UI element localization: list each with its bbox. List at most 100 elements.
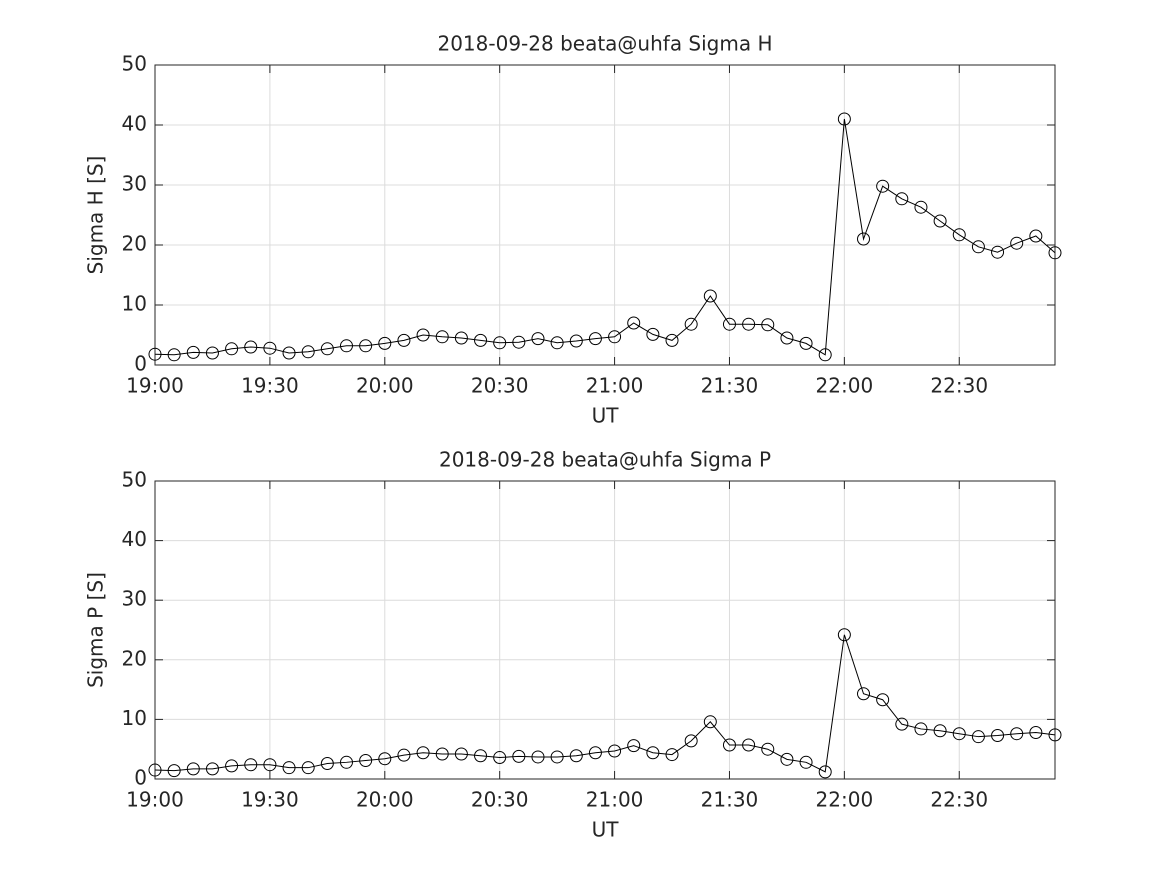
data-point xyxy=(339,755,353,769)
plot-area xyxy=(155,481,1055,779)
x-tick-label: 21:00 xyxy=(586,788,644,812)
data-line xyxy=(154,634,1056,773)
y-axis-label: Sigma P [S] xyxy=(84,572,108,688)
data-point xyxy=(1029,229,1043,243)
data-point xyxy=(148,763,162,777)
data-point xyxy=(722,317,736,331)
data-point xyxy=(1029,726,1043,740)
data-point xyxy=(244,340,258,354)
data-point xyxy=(780,331,794,345)
data-point xyxy=(818,765,832,779)
x-tick-label: 22:00 xyxy=(816,374,874,398)
data-point xyxy=(665,333,679,347)
data-point xyxy=(186,345,200,359)
data-point xyxy=(454,747,468,761)
x-tick-label: 19:00 xyxy=(126,374,184,398)
data-point xyxy=(799,336,813,350)
x-tick-label: 19:30 xyxy=(241,374,299,398)
plot-area xyxy=(155,65,1055,365)
data-point xyxy=(665,748,679,762)
x-axis-label: UT xyxy=(592,818,620,842)
data-point xyxy=(282,761,296,775)
data-point xyxy=(531,750,545,764)
data-point xyxy=(857,232,871,246)
y-tick-label: 20 xyxy=(122,232,147,256)
data-point xyxy=(933,724,947,738)
data-point xyxy=(512,335,526,349)
data-point xyxy=(167,348,181,362)
data-point xyxy=(914,722,928,736)
data-point xyxy=(359,339,373,353)
data-point xyxy=(799,755,813,769)
data-point xyxy=(837,628,851,642)
chart-title: 2018-09-28 beata@uhfa Sigma H xyxy=(437,32,772,56)
data-point xyxy=(933,214,947,228)
data-point xyxy=(703,715,717,729)
plot-frame xyxy=(154,480,1056,780)
data-point xyxy=(320,342,334,356)
data-point xyxy=(952,727,966,741)
x-tick-label: 22:00 xyxy=(816,788,874,812)
data-point xyxy=(550,336,564,350)
data-point xyxy=(397,333,411,347)
y-tick-label: 50 xyxy=(122,52,147,76)
data-line xyxy=(154,118,1056,356)
data-point xyxy=(378,336,392,350)
chart-title: 2018-09-28 beata@uhfa Sigma P xyxy=(439,448,771,472)
data-point xyxy=(1048,246,1062,260)
y-tick-label: 0 xyxy=(134,766,147,790)
y-tick-label: 10 xyxy=(122,706,147,730)
y-tick-label: 50 xyxy=(122,468,147,492)
data-point xyxy=(512,749,526,763)
data-point xyxy=(952,228,966,242)
x-tick-label: 22:30 xyxy=(930,374,988,398)
data-point xyxy=(608,744,622,758)
y-tick-label: 40 xyxy=(122,112,147,136)
data-point xyxy=(608,330,622,344)
data-point xyxy=(339,339,353,353)
data-point xyxy=(569,334,583,348)
data-point xyxy=(837,112,851,126)
data-point xyxy=(895,717,909,731)
data-point xyxy=(263,758,277,772)
x-tick-label: 20:00 xyxy=(356,374,414,398)
data-point xyxy=(857,687,871,701)
plot-frame xyxy=(154,64,1056,366)
data-point xyxy=(991,245,1005,259)
data-point xyxy=(780,752,794,766)
data-point xyxy=(301,761,315,775)
data-point xyxy=(588,746,602,760)
x-axis-label: UT xyxy=(592,404,620,428)
data-point xyxy=(167,764,181,778)
data-point xyxy=(703,289,717,303)
data-point xyxy=(378,752,392,766)
data-point xyxy=(225,759,239,773)
data-point xyxy=(493,336,507,350)
data-point xyxy=(991,728,1005,742)
data-point xyxy=(397,748,411,762)
data-point xyxy=(646,327,660,341)
x-tick-label: 19:00 xyxy=(126,788,184,812)
y-tick-label: 20 xyxy=(122,646,147,670)
data-point xyxy=(914,200,928,214)
x-tick-label: 20:30 xyxy=(471,788,529,812)
x-tick-label: 22:30 xyxy=(930,788,988,812)
data-point xyxy=(876,179,890,193)
data-point xyxy=(435,330,449,344)
y-tick-label: 30 xyxy=(122,587,147,611)
data-point xyxy=(742,738,756,752)
data-point xyxy=(569,749,583,763)
x-tick-label: 19:30 xyxy=(241,788,299,812)
data-point xyxy=(722,738,736,752)
data-point xyxy=(818,348,832,362)
data-point xyxy=(876,693,890,707)
data-point xyxy=(646,746,660,760)
y-tick-label: 30 xyxy=(122,172,147,196)
data-point xyxy=(301,345,315,359)
data-point xyxy=(627,316,641,330)
y-tick-label: 0 xyxy=(134,352,147,376)
data-point xyxy=(244,758,258,772)
data-point xyxy=(263,341,277,355)
x-tick-label: 20:00 xyxy=(356,788,414,812)
